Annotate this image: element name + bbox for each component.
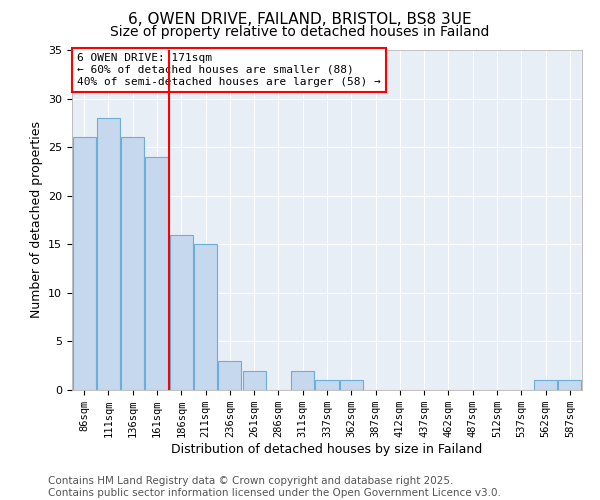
Text: 6 OWEN DRIVE: 171sqm
← 60% of detached houses are smaller (88)
40% of semi-detac: 6 OWEN DRIVE: 171sqm ← 60% of detached h… [77,54,381,86]
Bar [559,380,581,390]
Bar [194,244,217,390]
Bar [534,380,557,390]
Bar [170,234,193,390]
Text: Contains HM Land Registry data © Crown copyright and database right 2025.
Contai: Contains HM Land Registry data © Crown c… [48,476,501,498]
Bar [73,138,95,390]
Bar [145,157,169,390]
Bar [242,370,266,390]
Text: 6, OWEN DRIVE, FAILAND, BRISTOL, BS8 3UE: 6, OWEN DRIVE, FAILAND, BRISTOL, BS8 3UE [128,12,472,28]
Bar [218,361,241,390]
Bar [340,380,363,390]
Bar [121,138,144,390]
Text: Size of property relative to detached houses in Failand: Size of property relative to detached ho… [110,25,490,39]
Bar [291,370,314,390]
Y-axis label: Number of detached properties: Number of detached properties [29,122,43,318]
X-axis label: Distribution of detached houses by size in Failand: Distribution of detached houses by size … [172,443,482,456]
Bar [97,118,120,390]
Bar [316,380,338,390]
